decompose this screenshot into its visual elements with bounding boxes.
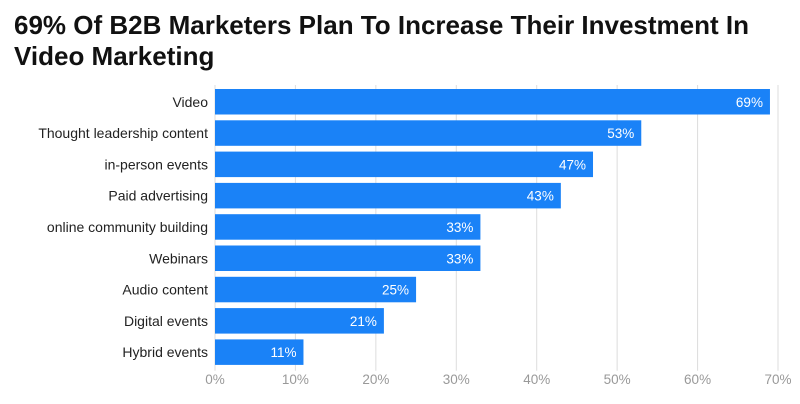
value-label: 33% xyxy=(446,251,473,266)
bar xyxy=(215,214,481,240)
category-label: Webinars xyxy=(149,250,208,266)
value-label: 69% xyxy=(736,95,763,110)
value-label: 25% xyxy=(382,283,409,298)
value-label: 33% xyxy=(446,220,473,235)
value-label: 21% xyxy=(350,314,377,329)
value-label: 53% xyxy=(607,126,634,141)
x-axis: 0% 10% 20% 30% 40% 50% 60% 70% xyxy=(205,372,791,387)
bar xyxy=(215,89,770,115)
category-label: online community building xyxy=(47,219,208,235)
bar xyxy=(215,308,384,334)
x-tick-label: 20% xyxy=(362,372,389,387)
bar xyxy=(215,151,594,178)
x-tick-label: 60% xyxy=(684,372,711,387)
x-tick-label: 10% xyxy=(282,372,309,387)
category-label: Paid advertising xyxy=(108,188,208,204)
bar xyxy=(215,120,642,146)
x-tick-label: 50% xyxy=(604,372,631,387)
category-label: Video xyxy=(172,94,208,110)
category-label: Audio content xyxy=(122,282,208,298)
value-label: 11% xyxy=(270,345,296,360)
category-label: Digital events xyxy=(124,313,208,329)
x-tick-label: 40% xyxy=(523,372,550,387)
value-label: 43% xyxy=(527,189,554,204)
x-tick-label: 30% xyxy=(443,372,470,387)
x-tick-label: 70% xyxy=(764,372,791,387)
bar xyxy=(215,245,481,271)
bar xyxy=(215,182,561,209)
bar xyxy=(215,276,417,303)
category-label: in-person events xyxy=(104,156,208,172)
chart-title: 69% Of B2B Marketers Plan To Increase Th… xyxy=(14,10,749,71)
category-label: Thought leadership content xyxy=(38,125,208,141)
bar xyxy=(215,339,304,365)
labels: Video 69% Thought leadership content 53% in-… xyxy=(38,94,763,360)
value-label: 47% xyxy=(559,157,586,172)
category-label: Hybrid events xyxy=(122,344,208,360)
bars xyxy=(215,89,770,365)
x-tick-label: 0% xyxy=(205,372,225,387)
